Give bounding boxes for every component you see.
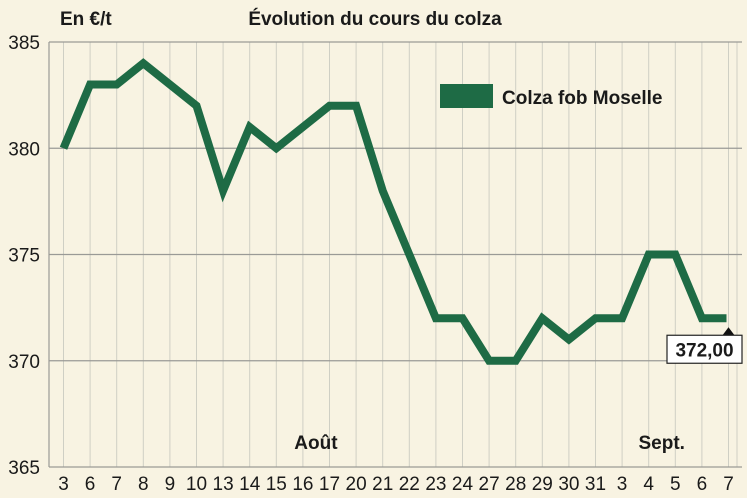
x-tick-label: 6 xyxy=(697,474,708,495)
y-axis-unit-label: En €/t xyxy=(60,9,112,30)
data-point xyxy=(595,318,596,319)
x-tick-label: 5 xyxy=(670,474,681,495)
x-tick-label: 29 xyxy=(532,474,553,495)
data-point xyxy=(542,318,543,319)
legend-swatch xyxy=(440,84,493,108)
data-point xyxy=(409,254,410,255)
x-tick-label: 6 xyxy=(85,474,96,495)
legend-label: Colza fob Moselle xyxy=(502,88,662,109)
x-tick-label: 30 xyxy=(558,474,579,495)
data-point xyxy=(462,318,463,319)
data-point xyxy=(382,190,383,191)
x-tick-label: 20 xyxy=(346,474,367,495)
x-tick-label: 13 xyxy=(213,474,234,495)
y-tick-label: 365 xyxy=(8,458,40,479)
x-tick-label: 23 xyxy=(425,474,446,495)
data-point xyxy=(648,254,649,255)
data-point xyxy=(116,84,117,85)
callout-arrow xyxy=(722,327,735,336)
series-layer xyxy=(59,58,729,365)
data-point xyxy=(249,127,250,128)
data-point xyxy=(143,63,144,64)
y-tick-label: 370 xyxy=(8,352,40,373)
x-tick-label: 24 xyxy=(452,474,474,495)
data-point xyxy=(568,339,569,340)
month-label: Août xyxy=(294,433,338,454)
month-labels: Août Sept. xyxy=(294,433,685,454)
data-point xyxy=(276,148,277,149)
x-tick-label: 28 xyxy=(505,474,526,495)
data-point xyxy=(302,127,303,128)
x-tick-label: 3 xyxy=(617,474,628,495)
x-tick-label: 21 xyxy=(372,474,393,495)
x-tick-label: 7 xyxy=(111,474,122,495)
series-line-colza-fob-moselle xyxy=(59,58,727,365)
callout-value: 372,00 xyxy=(675,340,733,361)
x-tick-label: 3 xyxy=(58,474,69,495)
x-tick-label: 14 xyxy=(239,474,261,495)
x-tick-label: 10 xyxy=(186,474,207,495)
data-point xyxy=(63,148,64,149)
x-tick-label: 4 xyxy=(643,474,654,495)
data-point xyxy=(515,360,516,361)
x-tick-label: 27 xyxy=(479,474,500,495)
x-tick-label: 17 xyxy=(319,474,340,495)
y-tick-label: 375 xyxy=(8,246,40,267)
x-tick-label: 9 xyxy=(165,474,176,495)
data-point xyxy=(435,318,436,319)
x-tick-label: 8 xyxy=(138,474,149,495)
data-point xyxy=(675,254,676,255)
data-point xyxy=(169,84,170,85)
callout-box xyxy=(666,334,743,364)
last-value-callout: 372,00 xyxy=(666,327,743,364)
data-point xyxy=(329,105,330,106)
data-point xyxy=(223,190,224,191)
data-point xyxy=(489,360,490,361)
x-tick-label: 31 xyxy=(585,474,606,495)
x-tick-label: 22 xyxy=(399,474,420,495)
x-tick-label: 7 xyxy=(723,474,734,495)
data-point xyxy=(622,318,623,319)
chart-title: Évolution du cours du colza xyxy=(248,8,502,30)
data-point xyxy=(356,105,357,106)
data-point xyxy=(196,105,197,106)
data-point xyxy=(728,318,729,319)
x-axis-ticks: 3 6 7 8 9 10 13 14 15 16 17 20 21 22 23 24 27 28 29 30 31 3 4 5… xyxy=(58,474,734,495)
x-tick-label: 15 xyxy=(266,474,287,495)
y-axis-ticks: 365 370 375 380 385 xyxy=(8,33,40,479)
data-point xyxy=(90,84,91,85)
month-label: Sept. xyxy=(638,433,684,454)
y-tick-label: 385 xyxy=(8,33,40,54)
legend: Colza fob Moselle xyxy=(440,84,662,109)
data-point xyxy=(701,318,702,319)
x-tick-label: 16 xyxy=(292,474,313,495)
y-tick-label: 380 xyxy=(8,139,40,160)
